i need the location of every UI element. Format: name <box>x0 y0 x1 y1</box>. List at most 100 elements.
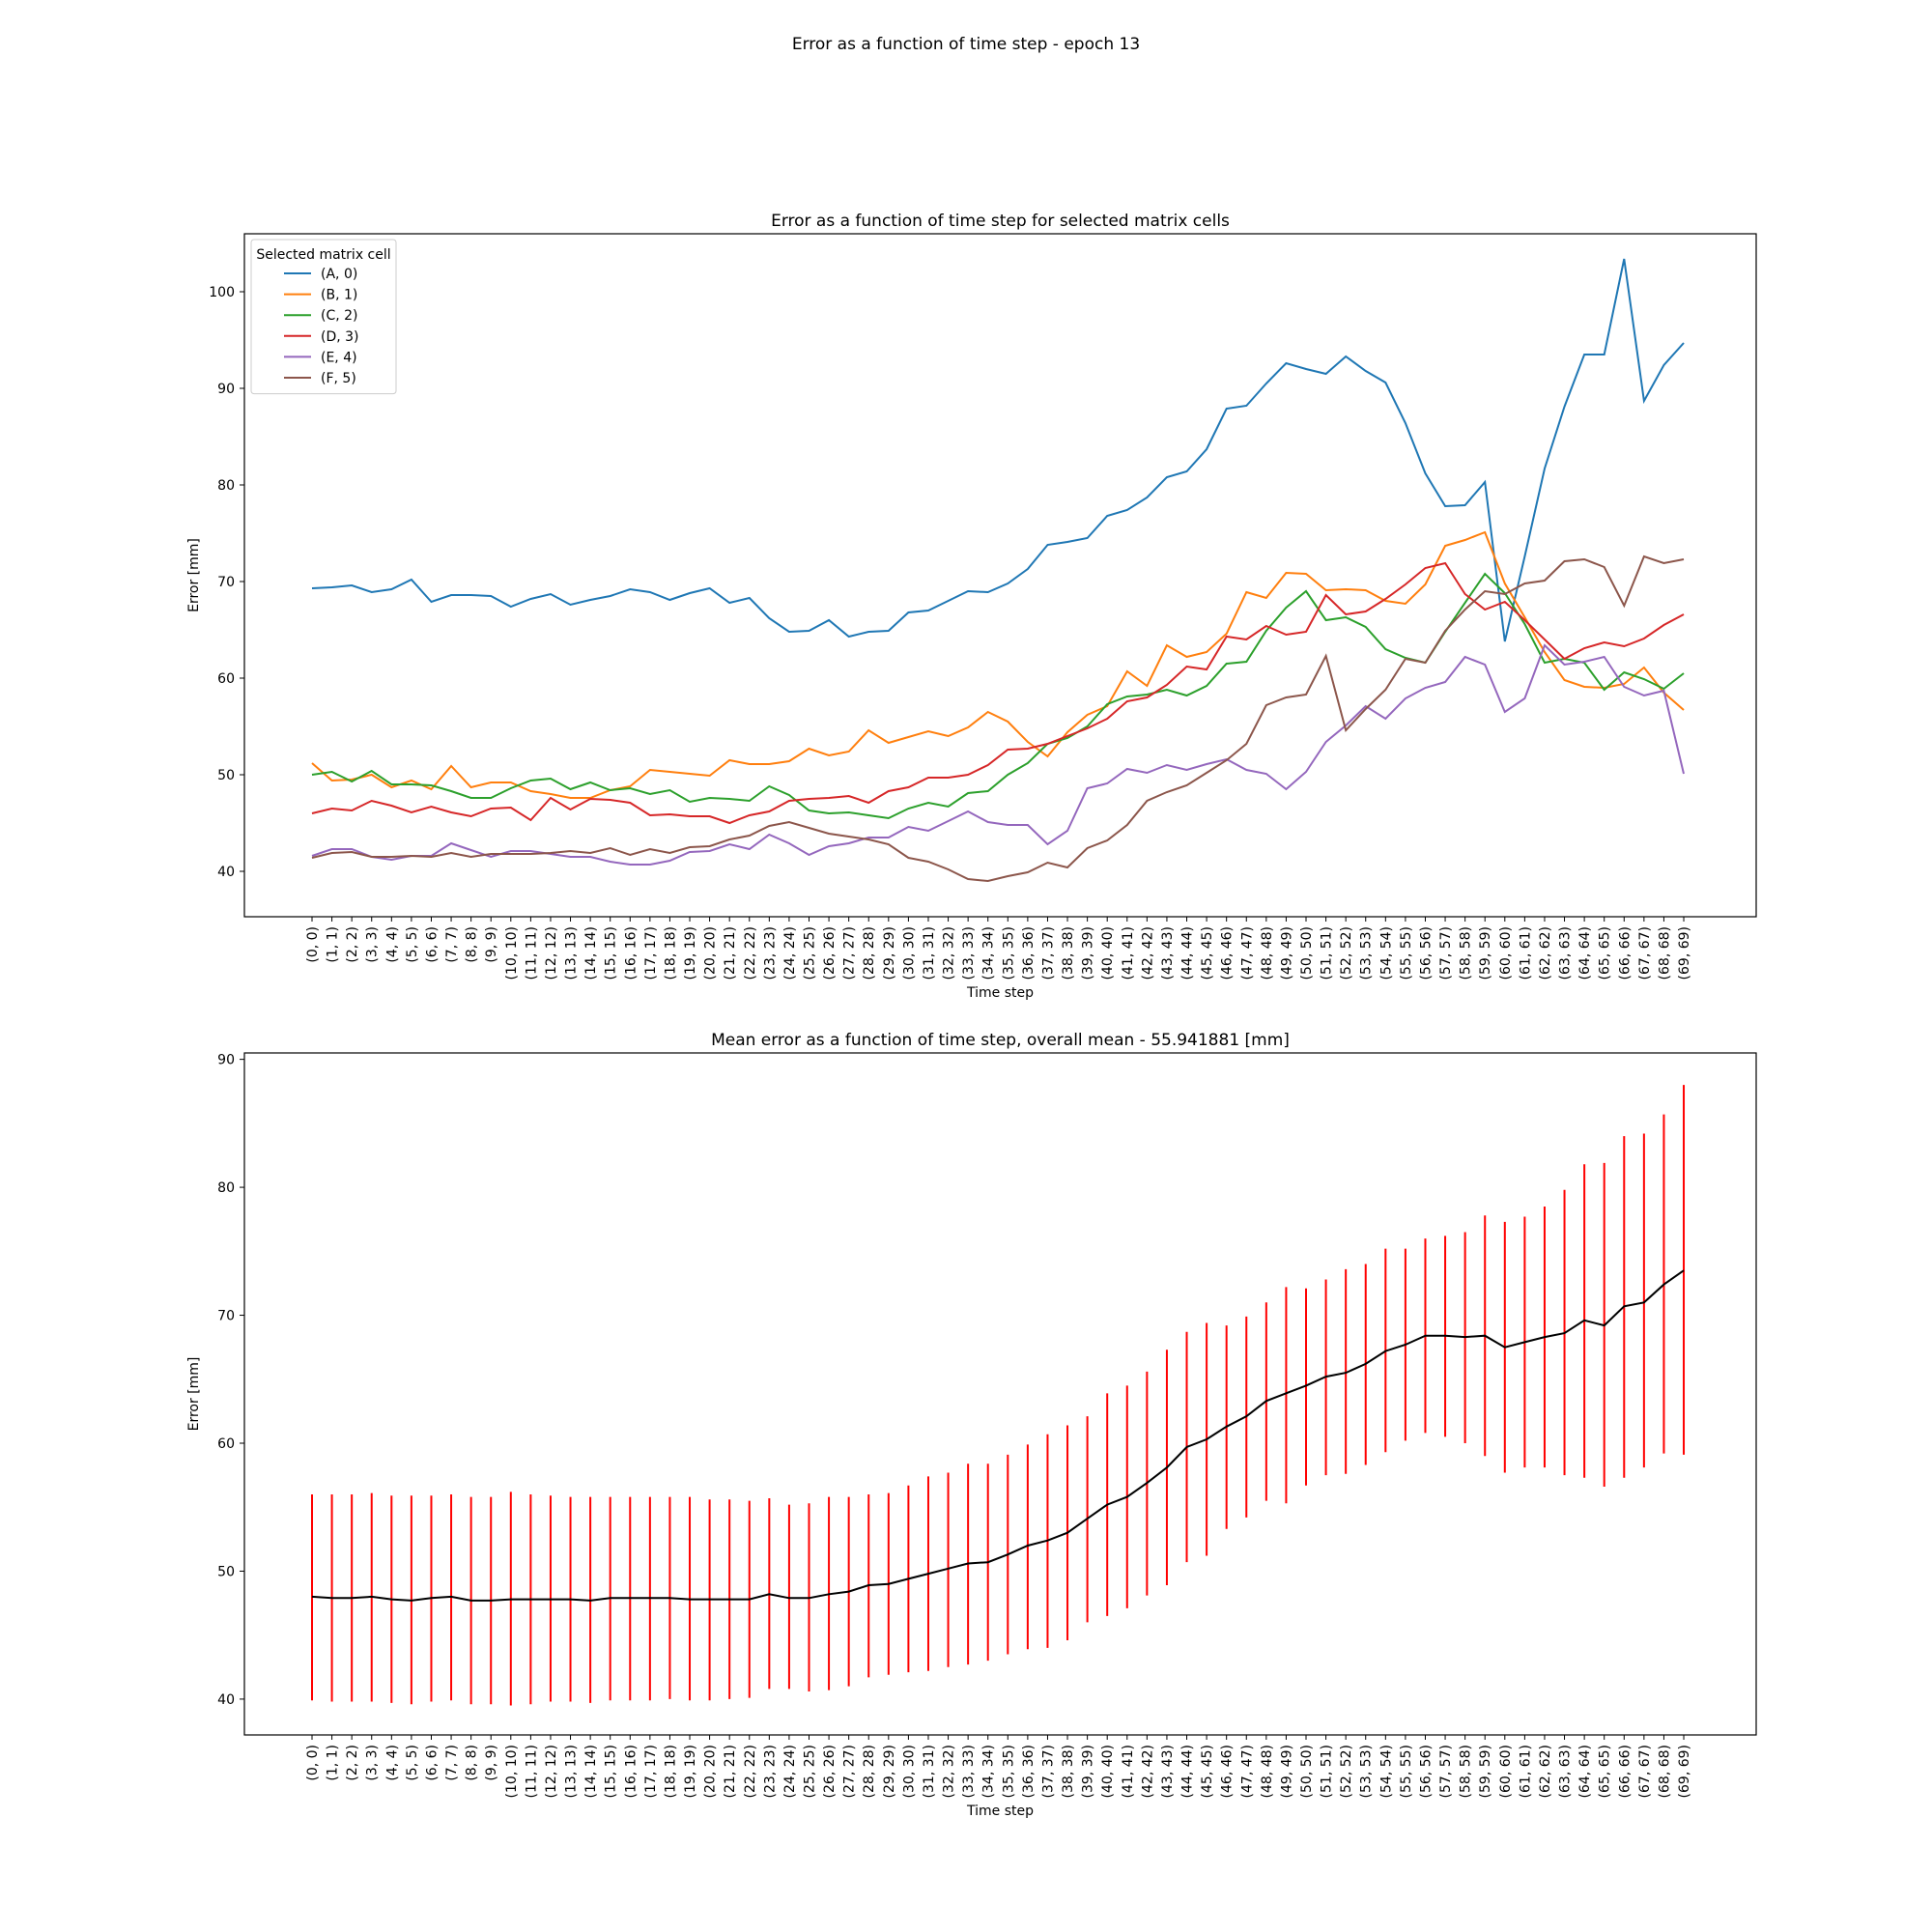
chart1-xtick-label: (9, 9) <box>484 1745 499 1781</box>
chart0-xtick-label: (66, 66) <box>1617 926 1633 980</box>
chart1-xtick-label: (3, 3) <box>365 1745 381 1781</box>
chart0-ytick-label: 60 <box>217 671 235 687</box>
chart1-xtick-label: (58, 58) <box>1459 1745 1474 1798</box>
chart1-xtick-label: (63, 63) <box>1558 1745 1574 1798</box>
chart0-xtick-label: (56, 56) <box>1418 926 1434 980</box>
chart0-xtick-label: (48, 48) <box>1260 926 1275 980</box>
chart0-xtick-label: (2, 2) <box>345 926 360 963</box>
chart1-xtick-label: (50, 50) <box>1299 1745 1315 1798</box>
chart0-xtick-label: (40, 40) <box>1100 926 1116 980</box>
chart1-xtick-label: (25, 25) <box>803 1745 818 1798</box>
chart1-title: Mean error as a function of time step, o… <box>711 1031 1290 1050</box>
chart0-ytick-label: 90 <box>217 382 235 397</box>
chart1-xtick-label: (13, 13) <box>564 1745 580 1798</box>
chart1-xtick-label: (18, 18) <box>663 1745 678 1798</box>
chart0-xtick-label: (64, 64) <box>1577 926 1593 980</box>
chart0-series-line-2 <box>311 572 1685 820</box>
chart1-xtick-label: (14, 14) <box>583 1745 599 1798</box>
chart1-xtick-label: (34, 34) <box>981 1745 997 1798</box>
chart0-xtick-label: (63, 63) <box>1558 926 1574 980</box>
chart1-xtick-label: (32, 32) <box>942 1745 957 1798</box>
chart0-xtick-label: (38, 38) <box>1061 926 1076 980</box>
chart0-xtick-label: (31, 31) <box>922 926 937 980</box>
chart1-xtick-label: (42, 42) <box>1140 1745 1155 1798</box>
chart0-xtick-label: (25, 25) <box>803 926 818 980</box>
chart0-ytick-label: 70 <box>217 575 235 590</box>
chart1-xtick-label: (5, 5) <box>405 1745 420 1781</box>
chart0-title: Error as a function of time step for sel… <box>771 212 1230 231</box>
chart0-xtick-label: (55, 55) <box>1399 926 1414 980</box>
chart1-xtick-label: (16, 16) <box>623 1745 639 1798</box>
chart0-series-line-1 <box>311 530 1685 799</box>
chart1-xtick-label: (31, 31) <box>922 1745 937 1798</box>
chart0-xtick-label: (18, 18) <box>663 926 678 980</box>
chart0-xtick-label: (67, 67) <box>1637 926 1653 980</box>
chart0-xlabel: Time step <box>966 985 1034 1001</box>
chart0-xtick-label: (28, 28) <box>862 926 877 980</box>
chart0-xtick-label: (14, 14) <box>583 926 599 980</box>
chart1-xtick-label: (47, 47) <box>1239 1745 1255 1798</box>
chart1-xtick-label: (0, 0) <box>305 1745 321 1781</box>
chart0-ytick-label: 50 <box>217 768 235 783</box>
chart0-xtick-label: (10, 10) <box>504 926 520 980</box>
chart0-xtick-label: (12, 12) <box>544 926 559 980</box>
chart0-series-line-3 <box>311 561 1685 825</box>
chart0-xtick-label: (20, 20) <box>703 926 719 980</box>
chart0-xtick-label: (17, 17) <box>643 926 659 980</box>
chart1-xtick-label: (24, 24) <box>782 1745 798 1798</box>
chart1-xtick-label: (65, 65) <box>1598 1745 1613 1798</box>
chart0-series-line-5 <box>311 554 1685 883</box>
chart1-xtick-label: (20, 20) <box>703 1745 719 1798</box>
chart0-xtick-label: (30, 30) <box>901 926 917 980</box>
chart0-legend-label-5: (F, 5) <box>321 371 356 386</box>
chart1-xtick-label: (67, 67) <box>1637 1745 1653 1798</box>
chart0-xtick-label: (9, 9) <box>484 926 499 963</box>
chart1-xtick-label: (2, 2) <box>345 1745 360 1781</box>
chart1-xtick-label: (17, 17) <box>643 1745 659 1798</box>
chart0-xtick-label: (21, 21) <box>723 926 738 980</box>
chart0-xtick-label: (11, 11) <box>524 926 539 980</box>
chart1-xtick-label: (8, 8) <box>465 1745 480 1781</box>
chart0-xtick-label: (47, 47) <box>1239 926 1255 980</box>
chart1-xtick-label: (61, 61) <box>1518 1745 1533 1798</box>
chart1-xtick-label: (40, 40) <box>1100 1745 1116 1798</box>
chart1-ylabel: Error [mm] <box>186 1357 202 1432</box>
chart0-xtick-label: (44, 44) <box>1180 926 1196 980</box>
chart0-legend-label-0: (A, 0) <box>321 267 357 282</box>
chart0-xtick-label: (24, 24) <box>782 926 798 980</box>
chart1-xtick-label: (59, 59) <box>1478 1745 1493 1798</box>
chart1-xtick-label: (64, 64) <box>1577 1745 1593 1798</box>
chart1-xtick-label: (56, 56) <box>1418 1745 1434 1798</box>
chart1-xtick-label: (33, 33) <box>961 1745 977 1798</box>
chart0-xtick-label: (41, 41) <box>1121 926 1136 980</box>
chart0-xtick-label: (49, 49) <box>1279 926 1294 980</box>
chart1-xtick-label: (41, 41) <box>1121 1745 1136 1798</box>
chart1-xtick-label: (12, 12) <box>544 1745 559 1798</box>
chart1-xtick-label: (7, 7) <box>444 1745 460 1781</box>
chart0-xtick-label: (1, 1) <box>326 926 341 963</box>
chart0-ytick-label: 80 <box>217 478 235 494</box>
chart1-xtick-label: (11, 11) <box>524 1745 539 1798</box>
chart1-xtick-label: (62, 62) <box>1538 1745 1553 1798</box>
chart1-xtick-label: (69, 69) <box>1677 1745 1692 1798</box>
chart0-xtick-label: (34, 34) <box>981 926 997 980</box>
chart1-ytick-label: 40 <box>217 1692 235 1708</box>
chart0-xtick-label: (52, 52) <box>1339 926 1354 980</box>
chart0-legend-title: Selected matrix cell <box>256 247 390 263</box>
chart1-xtick-label: (44, 44) <box>1180 1745 1196 1798</box>
chart1-xtick-label: (43, 43) <box>1160 1745 1176 1798</box>
chart1-plot-frame <box>243 1052 1757 1736</box>
chart0-xtick-label: (42, 42) <box>1140 926 1155 980</box>
chart1-xtick-label: (6, 6) <box>424 1745 440 1781</box>
chart1-xtick-label: (54, 54) <box>1378 1745 1394 1798</box>
chart0-xtick-label: (26, 26) <box>822 926 838 980</box>
chart0-xtick-label: (53, 53) <box>1359 926 1375 980</box>
chart1-ytick-label: 60 <box>217 1436 235 1452</box>
figure-title: Error as a function of time step - epoch… <box>791 35 1141 54</box>
chart0-xtick-label: (60, 60) <box>1498 926 1514 980</box>
chart1-xtick-label: (29, 29) <box>882 1745 897 1798</box>
chart0-xtick-label: (8, 8) <box>465 926 480 963</box>
chart0-xtick-label: (69, 69) <box>1677 926 1692 980</box>
chart1-xtick-label: (39, 39) <box>1081 1745 1096 1798</box>
chart0-series-line-0 <box>311 258 1685 642</box>
